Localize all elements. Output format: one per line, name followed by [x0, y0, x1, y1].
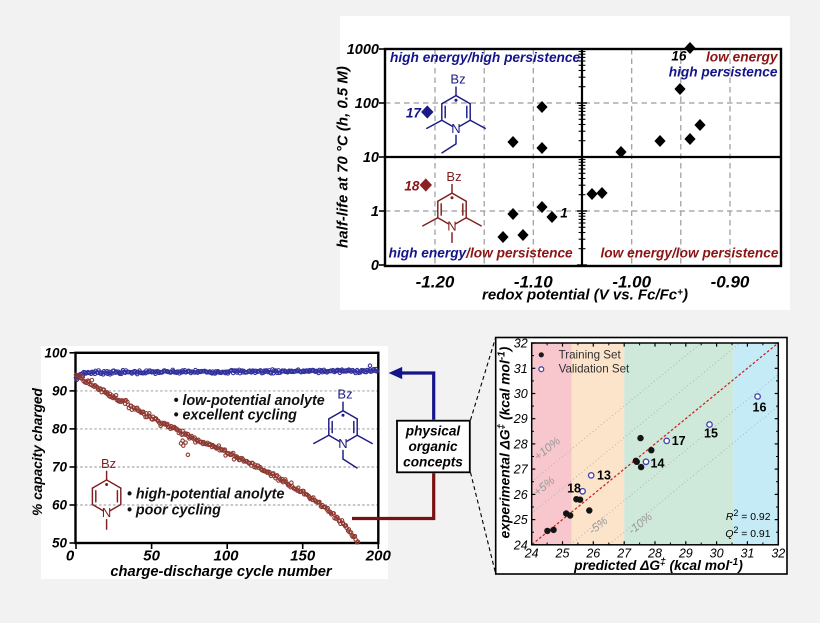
- svg-text:13: 13: [597, 469, 611, 483]
- svg-text:70: 70: [52, 460, 68, 475]
- svg-text:low energy/low persistence: low energy/low persistence: [601, 246, 779, 261]
- svg-text:Bz: Bz: [337, 387, 352, 402]
- svg-text:high persistence: high persistence: [669, 65, 778, 80]
- svg-text:28: 28: [513, 437, 528, 451]
- svg-text:-0.90: -0.90: [711, 273, 750, 292]
- svg-text:Q2 = 0.91: Q2 = 0.91: [725, 525, 770, 540]
- svg-text:Bz: Bz: [450, 72, 465, 87]
- svg-text:28: 28: [647, 547, 662, 561]
- svg-text:-1.00: -1.00: [612, 273, 651, 292]
- svg-text:• high-potential anolyte: • high-potential anolyte: [127, 487, 285, 503]
- svg-text:% capacity charged: % capacity charged: [30, 387, 45, 515]
- svg-text:experimental ΔG‡ (kcal mol-1): experimental ΔG‡ (kcal mol-1): [497, 346, 513, 538]
- svg-text:30: 30: [514, 387, 528, 401]
- svg-text:50: 50: [52, 536, 68, 551]
- svg-text:17: 17: [672, 434, 686, 448]
- svg-text:26: 26: [513, 488, 528, 502]
- svg-text:physical: physical: [405, 424, 462, 439]
- svg-text:1: 1: [560, 206, 568, 221]
- svg-text:• poor cycling: • poor cycling: [127, 502, 221, 518]
- svg-text:18: 18: [567, 482, 581, 496]
- svg-text:• low-potential anolyte: • low-potential anolyte: [174, 393, 325, 409]
- svg-text:29: 29: [678, 547, 693, 561]
- svg-text:0: 0: [371, 258, 379, 274]
- svg-text:half-life at 70 °C (h, 0.5 M): half-life at 70 °C (h, 0.5 M): [335, 66, 352, 248]
- svg-text:redox potential (V vs. Fc/Fc+): redox potential (V vs. Fc/Fc+): [482, 287, 688, 304]
- svg-text:26: 26: [585, 547, 600, 561]
- svg-text:high energy/low persistence: high energy/low persistence: [389, 246, 573, 261]
- svg-text:25: 25: [555, 547, 570, 561]
- svg-text:100: 100: [44, 345, 67, 360]
- svg-text:15: 15: [704, 427, 718, 441]
- svg-text:27: 27: [616, 547, 632, 561]
- svg-text:Bz: Bz: [446, 169, 461, 184]
- svg-text:29: 29: [513, 412, 528, 426]
- svg-text:24: 24: [513, 538, 528, 552]
- svg-text:24: 24: [524, 547, 539, 561]
- svg-text:predicted ΔG‡ (kcal mol-1): predicted ΔG‡ (kcal mol-1): [573, 557, 743, 573]
- svg-text:charge-discharge cycle number: charge-discharge cycle number: [110, 564, 333, 580]
- svg-text:14: 14: [651, 457, 665, 471]
- svg-text:17: 17: [406, 106, 423, 121]
- svg-text:Bz: Bz: [101, 456, 116, 471]
- svg-text:-1.20: -1.20: [416, 273, 455, 292]
- svg-text:31: 31: [740, 547, 754, 561]
- svg-text:• excellent cycling: • excellent cycling: [174, 408, 298, 424]
- svg-text:N: N: [451, 121, 460, 136]
- svg-text:60: 60: [52, 498, 68, 513]
- svg-text:25: 25: [513, 513, 528, 527]
- svg-text:N: N: [447, 218, 456, 233]
- svg-text:31: 31: [514, 362, 528, 376]
- svg-text:0: 0: [66, 548, 75, 565]
- svg-text:N: N: [102, 505, 111, 520]
- svg-text:N: N: [338, 436, 347, 451]
- svg-text:R2 = 0.92: R2 = 0.92: [726, 508, 771, 523]
- svg-text:150: 150: [290, 548, 316, 565]
- svg-text:high energy/high persistence: high energy/high persistence: [390, 50, 581, 65]
- svg-text:200: 200: [365, 548, 392, 565]
- svg-text:32: 32: [514, 337, 528, 351]
- svg-text:100: 100: [213, 548, 239, 565]
- svg-text:100: 100: [355, 96, 379, 112]
- svg-text:16: 16: [753, 401, 767, 415]
- svg-text:Validation Set: Validation Set: [559, 363, 630, 376]
- svg-text:80: 80: [52, 422, 68, 437]
- svg-text:18: 18: [404, 179, 420, 194]
- svg-text:low energy: low energy: [706, 50, 779, 65]
- svg-text:27: 27: [513, 463, 529, 477]
- svg-text:Training Set: Training Set: [559, 348, 622, 361]
- svg-text:10: 10: [363, 150, 379, 166]
- svg-text:-1.10: -1.10: [514, 273, 553, 292]
- svg-text:organic: organic: [408, 439, 458, 454]
- svg-text:16: 16: [671, 49, 687, 64]
- svg-text:1: 1: [371, 204, 379, 220]
- svg-text:30: 30: [710, 547, 724, 561]
- svg-text:50: 50: [143, 548, 160, 565]
- svg-text:90: 90: [52, 384, 68, 399]
- svg-text:1000: 1000: [347, 42, 379, 58]
- svg-text:concepts: concepts: [403, 455, 463, 470]
- svg-text:32: 32: [771, 547, 785, 561]
